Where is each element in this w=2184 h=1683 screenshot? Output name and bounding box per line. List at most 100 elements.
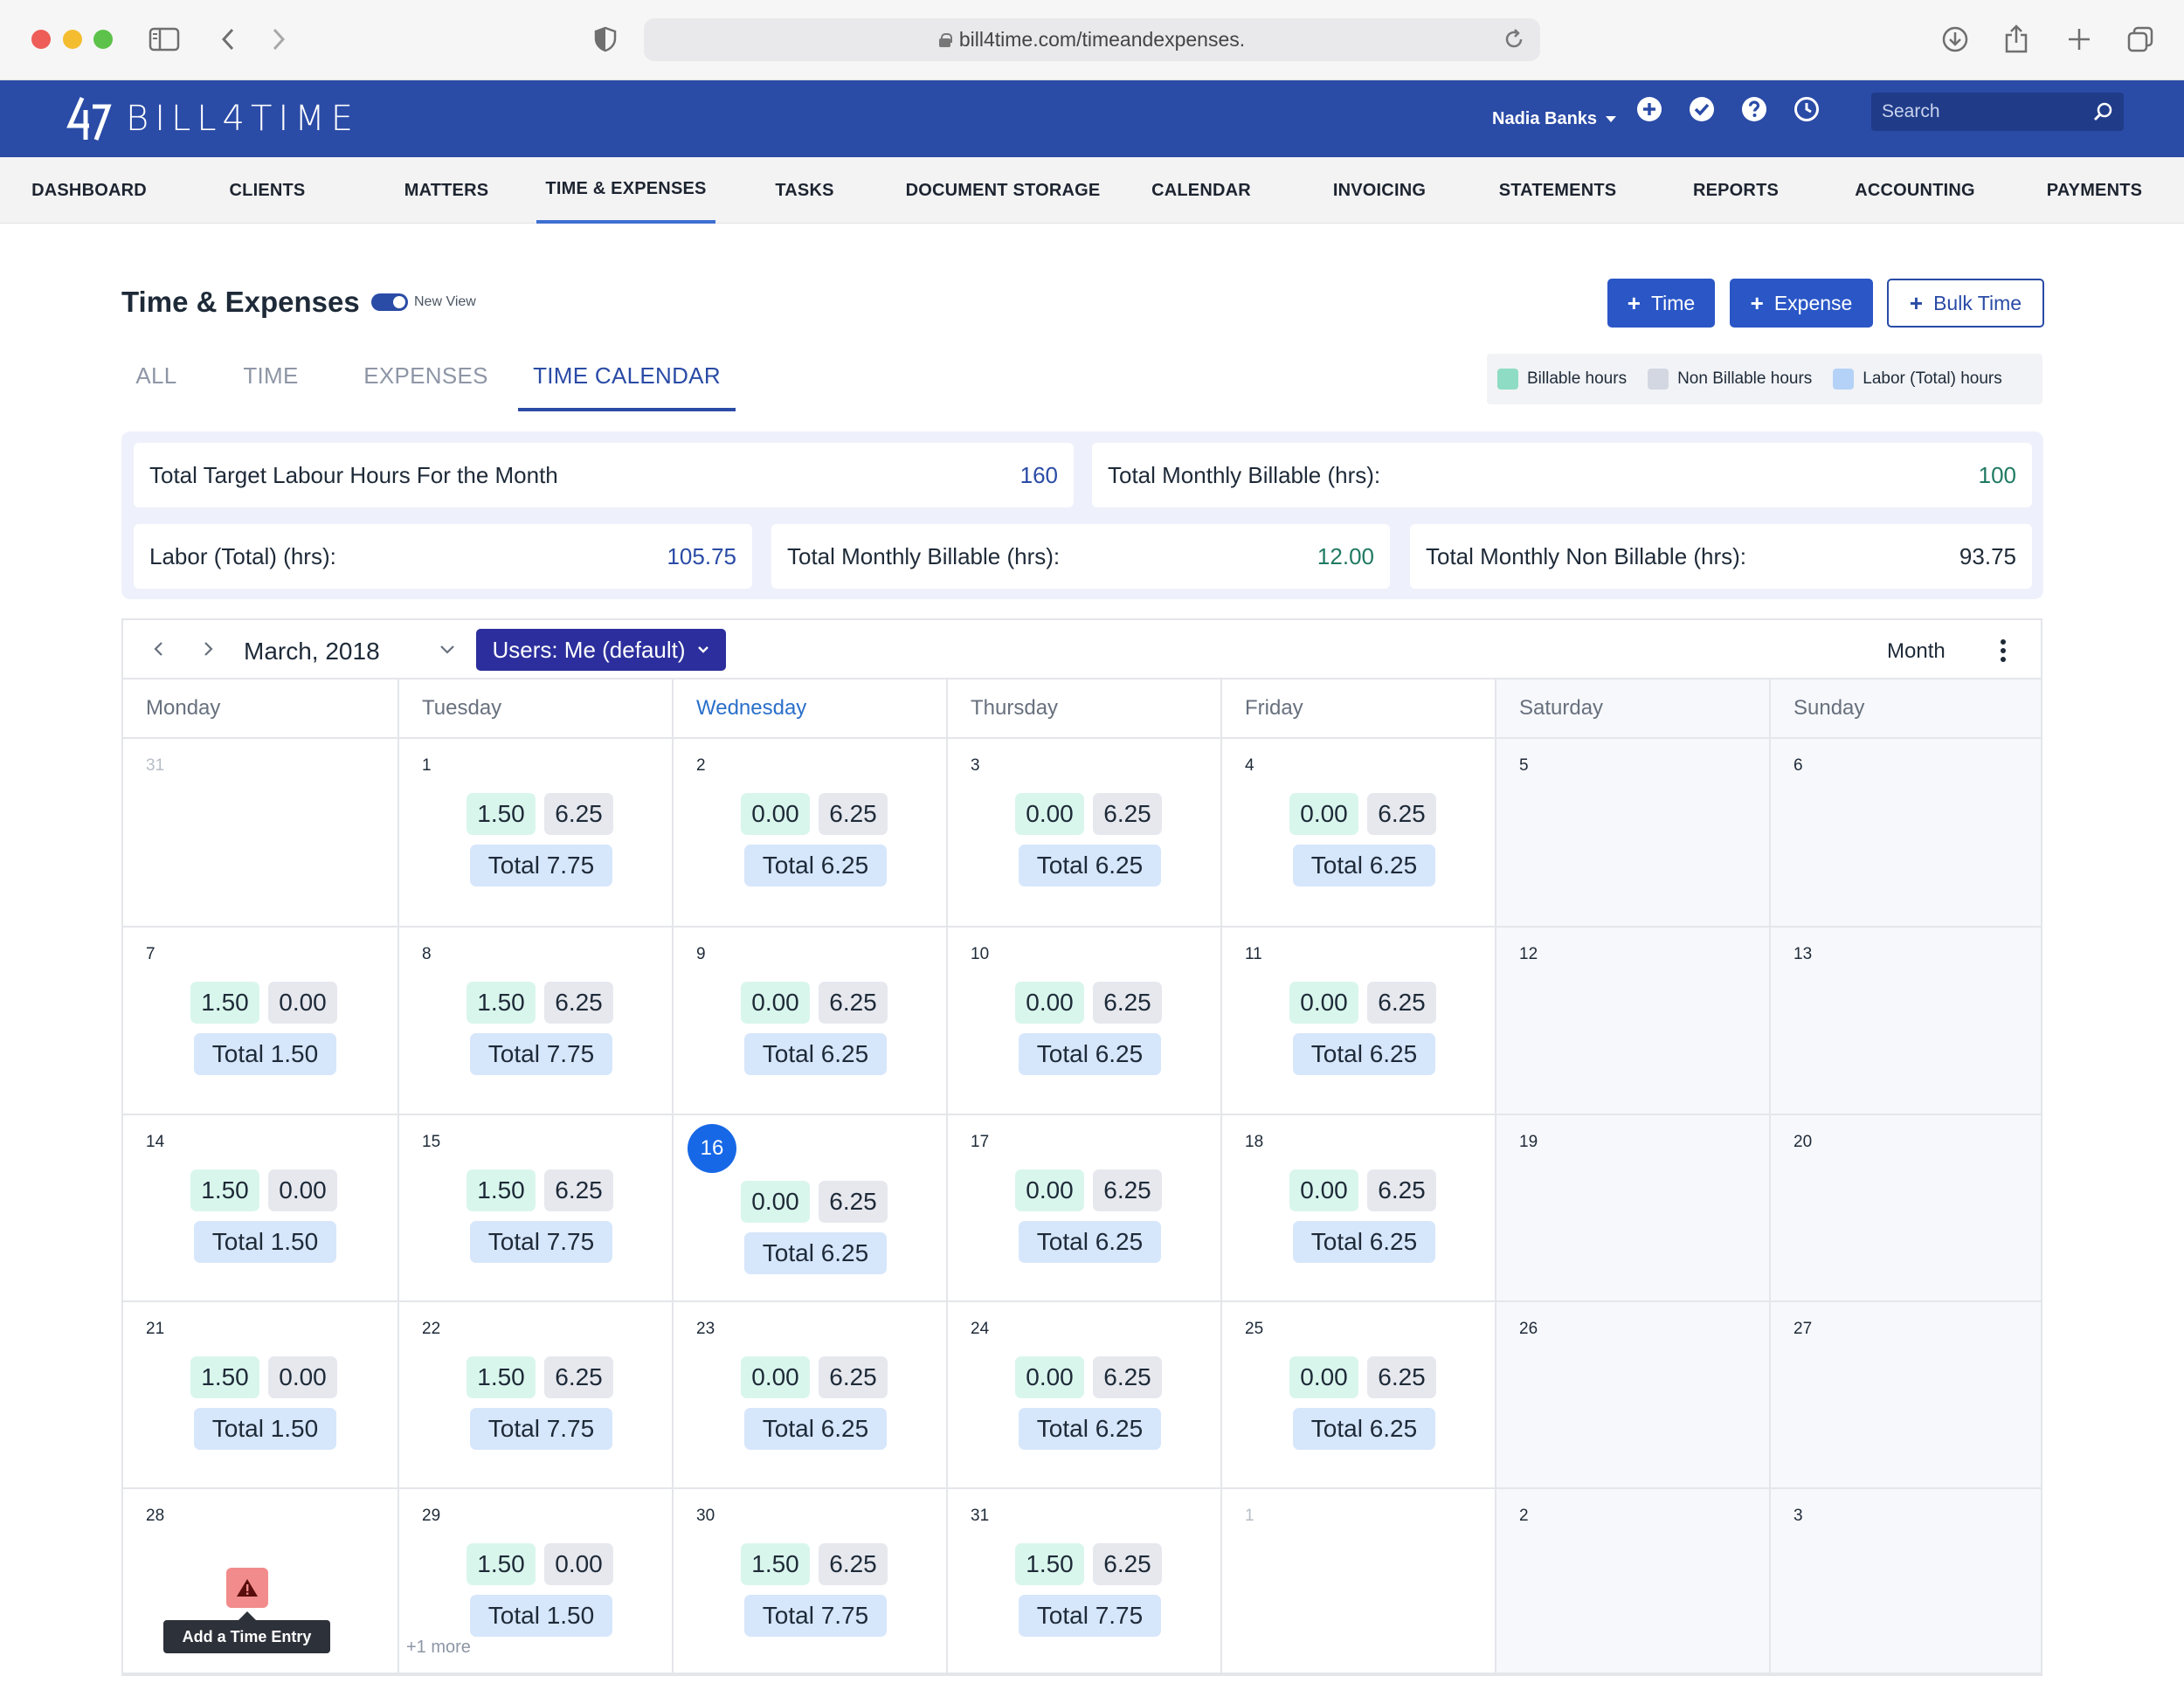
nav-accounting[interactable]: ACCOUNTING xyxy=(1855,180,1975,200)
app-logo[interactable]: BILL4TIME xyxy=(66,93,359,144)
non-billable-hours-chip[interactable]: 6.25 xyxy=(544,982,613,1024)
search-input[interactable] xyxy=(1882,101,2083,122)
billable-hours-chip[interactable]: 1.50 xyxy=(1015,1543,1084,1585)
non-billable-hours-chip[interactable]: 6.25 xyxy=(544,1169,613,1211)
nav-matters[interactable]: MATTERS xyxy=(404,180,489,200)
calendar-day-cell[interactable]: 24 0.00 6.25 Total 6.25 xyxy=(946,1302,1220,1489)
billable-hours-chip[interactable]: 1.50 xyxy=(467,1356,536,1398)
calendar-day-cell[interactable]: 7 1.50 0.00 Total 1.50 xyxy=(123,928,397,1115)
nav-tasks[interactable]: TASKS xyxy=(775,180,834,200)
total-hours-chip[interactable]: Total 7.75 xyxy=(470,1221,612,1263)
chevron-down-icon[interactable] xyxy=(439,641,455,661)
non-billable-hours-chip[interactable]: 6.25 xyxy=(544,1356,613,1398)
non-billable-hours-chip[interactable]: 6.25 xyxy=(1093,1543,1162,1585)
calendar-day-cell[interactable]: 2 xyxy=(1495,1489,1769,1674)
billable-hours-chip[interactable]: 0.00 xyxy=(1289,982,1358,1024)
total-hours-chip[interactable]: Total 7.75 xyxy=(470,845,612,886)
billable-hours-chip[interactable]: 1.50 xyxy=(190,982,259,1024)
nav-payments[interactable]: PAYMENTS xyxy=(2046,180,2143,200)
add-time-button[interactable]: + Time xyxy=(1607,279,1715,328)
users-filter-dropdown[interactable]: Users: Me (default) xyxy=(476,629,726,671)
non-billable-hours-chip[interactable]: 6.25 xyxy=(1367,1356,1436,1398)
calendar-day-cell[interactable]: 12 xyxy=(1495,928,1769,1115)
nav-calendar[interactable]: CALENDAR xyxy=(1151,180,1251,200)
calendar-day-cell[interactable]: 28 Add a Time Entry xyxy=(123,1489,397,1674)
non-billable-hours-chip[interactable]: 6.25 xyxy=(1093,982,1162,1024)
billable-hours-chip[interactable]: 0.00 xyxy=(1015,982,1084,1024)
calendar-day-cell[interactable]: 18 0.00 6.25 Total 6.25 xyxy=(1220,1115,1495,1302)
download-icon[interactable] xyxy=(1939,17,1971,61)
tab-time[interactable]: TIME xyxy=(243,362,299,389)
minimize-window-button[interactable] xyxy=(63,30,82,49)
total-hours-chip[interactable]: Total 7.75 xyxy=(1019,1595,1161,1637)
total-hours-chip[interactable]: Total 6.25 xyxy=(744,1408,887,1450)
non-billable-hours-chip[interactable]: 6.25 xyxy=(819,1356,888,1398)
billable-hours-chip[interactable]: 1.50 xyxy=(190,1169,259,1211)
new-view-toggle[interactable] xyxy=(371,293,408,311)
calendar-day-cell[interactable]: 26 xyxy=(1495,1302,1769,1489)
sidebar-toggle-icon[interactable] xyxy=(147,17,182,61)
more-options-icon[interactable] xyxy=(2000,638,2007,664)
tab-overview-icon[interactable] xyxy=(2125,17,2156,61)
warning-icon[interactable] xyxy=(226,1568,268,1608)
bulk-time-button[interactable]: + Bulk Time xyxy=(1887,279,2044,328)
billable-hours-chip[interactable]: 1.50 xyxy=(190,1356,259,1398)
non-billable-hours-chip[interactable]: 6.25 xyxy=(1367,982,1436,1024)
calendar-day-cell[interactable]: 4 0.00 6.25 Total 6.25 xyxy=(1220,739,1495,928)
month-selector[interactable]: March, 2018 xyxy=(244,638,380,665)
tab-time-calendar[interactable]: TIME CALENDAR xyxy=(518,362,736,411)
non-billable-hours-chip[interactable]: 6.25 xyxy=(819,1181,888,1223)
nav-document-storage[interactable]: DOCUMENT STORAGE xyxy=(905,180,1101,200)
non-billable-hours-chip[interactable]: 6.25 xyxy=(819,793,888,835)
next-month-icon[interactable] xyxy=(200,641,216,657)
add-icon[interactable] xyxy=(1636,96,1662,122)
previous-month-icon[interactable] xyxy=(151,641,167,657)
clock-icon[interactable] xyxy=(1794,96,1820,122)
calendar-day-cell[interactable]: 11 0.00 6.25 Total 6.25 xyxy=(1220,928,1495,1115)
non-billable-hours-chip[interactable]: 6.25 xyxy=(1367,793,1436,835)
total-hours-chip[interactable]: Total 7.75 xyxy=(744,1595,887,1637)
non-billable-hours-chip[interactable]: 6.25 xyxy=(819,982,888,1024)
search-icon[interactable] xyxy=(2092,101,2113,127)
view-mode-selector[interactable]: Month xyxy=(1887,639,1946,663)
billable-hours-chip[interactable]: 0.00 xyxy=(1015,1356,1084,1398)
new-tab-icon[interactable] xyxy=(2063,17,2095,61)
non-billable-hours-chip[interactable]: 0.00 xyxy=(268,1356,337,1398)
billable-hours-chip[interactable]: 0.00 xyxy=(741,1181,810,1223)
total-hours-chip[interactable]: Total 6.25 xyxy=(1019,1221,1161,1263)
calendar-day-cell[interactable]: 10 0.00 6.25 Total 6.25 xyxy=(946,928,1220,1115)
non-billable-hours-chip[interactable]: 6.25 xyxy=(1093,1169,1162,1211)
calendar-day-cell[interactable]: 3 xyxy=(1769,1489,2041,1674)
forward-icon[interactable] xyxy=(266,17,292,61)
calendar-day-cell[interactable]: 21 1.50 0.00 Total 1.50 xyxy=(123,1302,397,1489)
nav-statements[interactable]: STATEMENTS xyxy=(1498,180,1617,200)
total-hours-chip[interactable]: Total 1.50 xyxy=(194,1221,336,1263)
total-hours-chip[interactable]: Total 6.25 xyxy=(1019,845,1161,886)
billable-hours-chip[interactable]: 1.50 xyxy=(467,1169,536,1211)
billable-hours-chip[interactable]: 0.00 xyxy=(1289,1169,1358,1211)
calendar-day-cell[interactable]: 8 1.50 6.25 Total 7.75 xyxy=(397,928,672,1115)
total-hours-chip[interactable]: Total 6.25 xyxy=(1293,1221,1435,1263)
calendar-day-cell[interactable]: 3 0.00 6.25 Total 6.25 xyxy=(946,739,1220,928)
nav-time-expenses[interactable]: TIME & EXPENSES xyxy=(536,157,715,224)
billable-hours-chip[interactable]: 1.50 xyxy=(467,793,536,835)
total-hours-chip[interactable]: Total 6.25 xyxy=(744,845,887,886)
nav-invoicing[interactable]: INVOICING xyxy=(1332,180,1427,200)
calendar-day-cell[interactable]: 2 0.00 6.25 Total 6.25 xyxy=(672,739,946,928)
tab-expenses[interactable]: EXPENSES xyxy=(363,362,488,389)
calendar-day-cell[interactable]: 15 1.50 6.25 Total 7.75 xyxy=(397,1115,672,1302)
total-hours-chip[interactable]: Total 6.25 xyxy=(1293,1408,1435,1450)
calendar-day-cell[interactable]: 14 1.50 0.00 Total 1.50 xyxy=(123,1115,397,1302)
privacy-shield-icon[interactable] xyxy=(591,17,620,61)
billable-hours-chip[interactable]: 0.00 xyxy=(741,1356,810,1398)
calendar-day-cell[interactable]: 30 1.50 6.25 Total 7.75 xyxy=(672,1489,946,1674)
non-billable-hours-chip[interactable]: 0.00 xyxy=(544,1543,613,1585)
non-billable-hours-chip[interactable]: 6.25 xyxy=(1093,1356,1162,1398)
billable-hours-chip[interactable]: 1.50 xyxy=(741,1543,810,1585)
billable-hours-chip[interactable]: 0.00 xyxy=(1015,1169,1084,1211)
calendar-day-cell[interactable]: 17 0.00 6.25 Total 6.25 xyxy=(946,1115,1220,1302)
share-icon[interactable] xyxy=(2001,17,2032,61)
total-hours-chip[interactable]: Total 6.25 xyxy=(744,1033,887,1075)
non-billable-hours-chip[interactable]: 6.25 xyxy=(1093,793,1162,835)
calendar-day-cell[interactable]: 13 xyxy=(1769,928,2041,1115)
